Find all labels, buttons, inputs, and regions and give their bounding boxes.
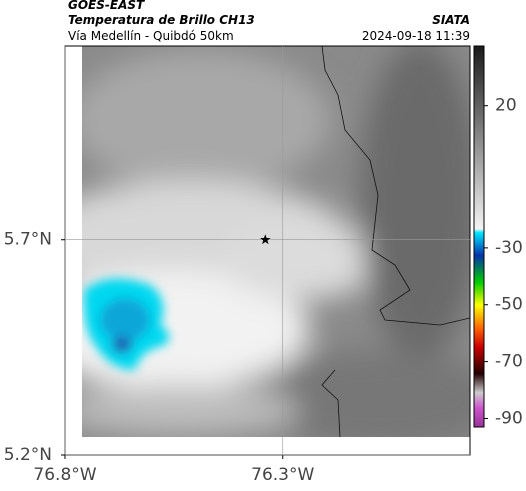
colorbar-tick-label: -50 [495,295,523,315]
x-tick-label: 76.3°W [251,465,314,485]
agency: SIATA [432,13,470,27]
product: Temperatura de Brillo CH13 [68,13,255,27]
y-tick-label: 5.2°N [4,445,52,465]
timestamp: 2024-09-18 11:39 [362,29,470,43]
location-marker [260,234,271,245]
colorbar-tick-label: 20 [495,96,517,116]
y-tick-label: 5.7°N [4,230,52,250]
colorbar [473,45,485,428]
colorbar-tick-label: -30 [495,238,523,258]
colorbar-tick-label: -70 [495,352,523,372]
source: GOES-EAST [68,0,145,12]
route: Vía Medellín - Quibdó 50km [68,29,234,43]
satellite-image [82,46,470,437]
colorbar-tick-label: -90 [495,408,523,428]
x-tick-label: 76.8°W [33,465,96,485]
